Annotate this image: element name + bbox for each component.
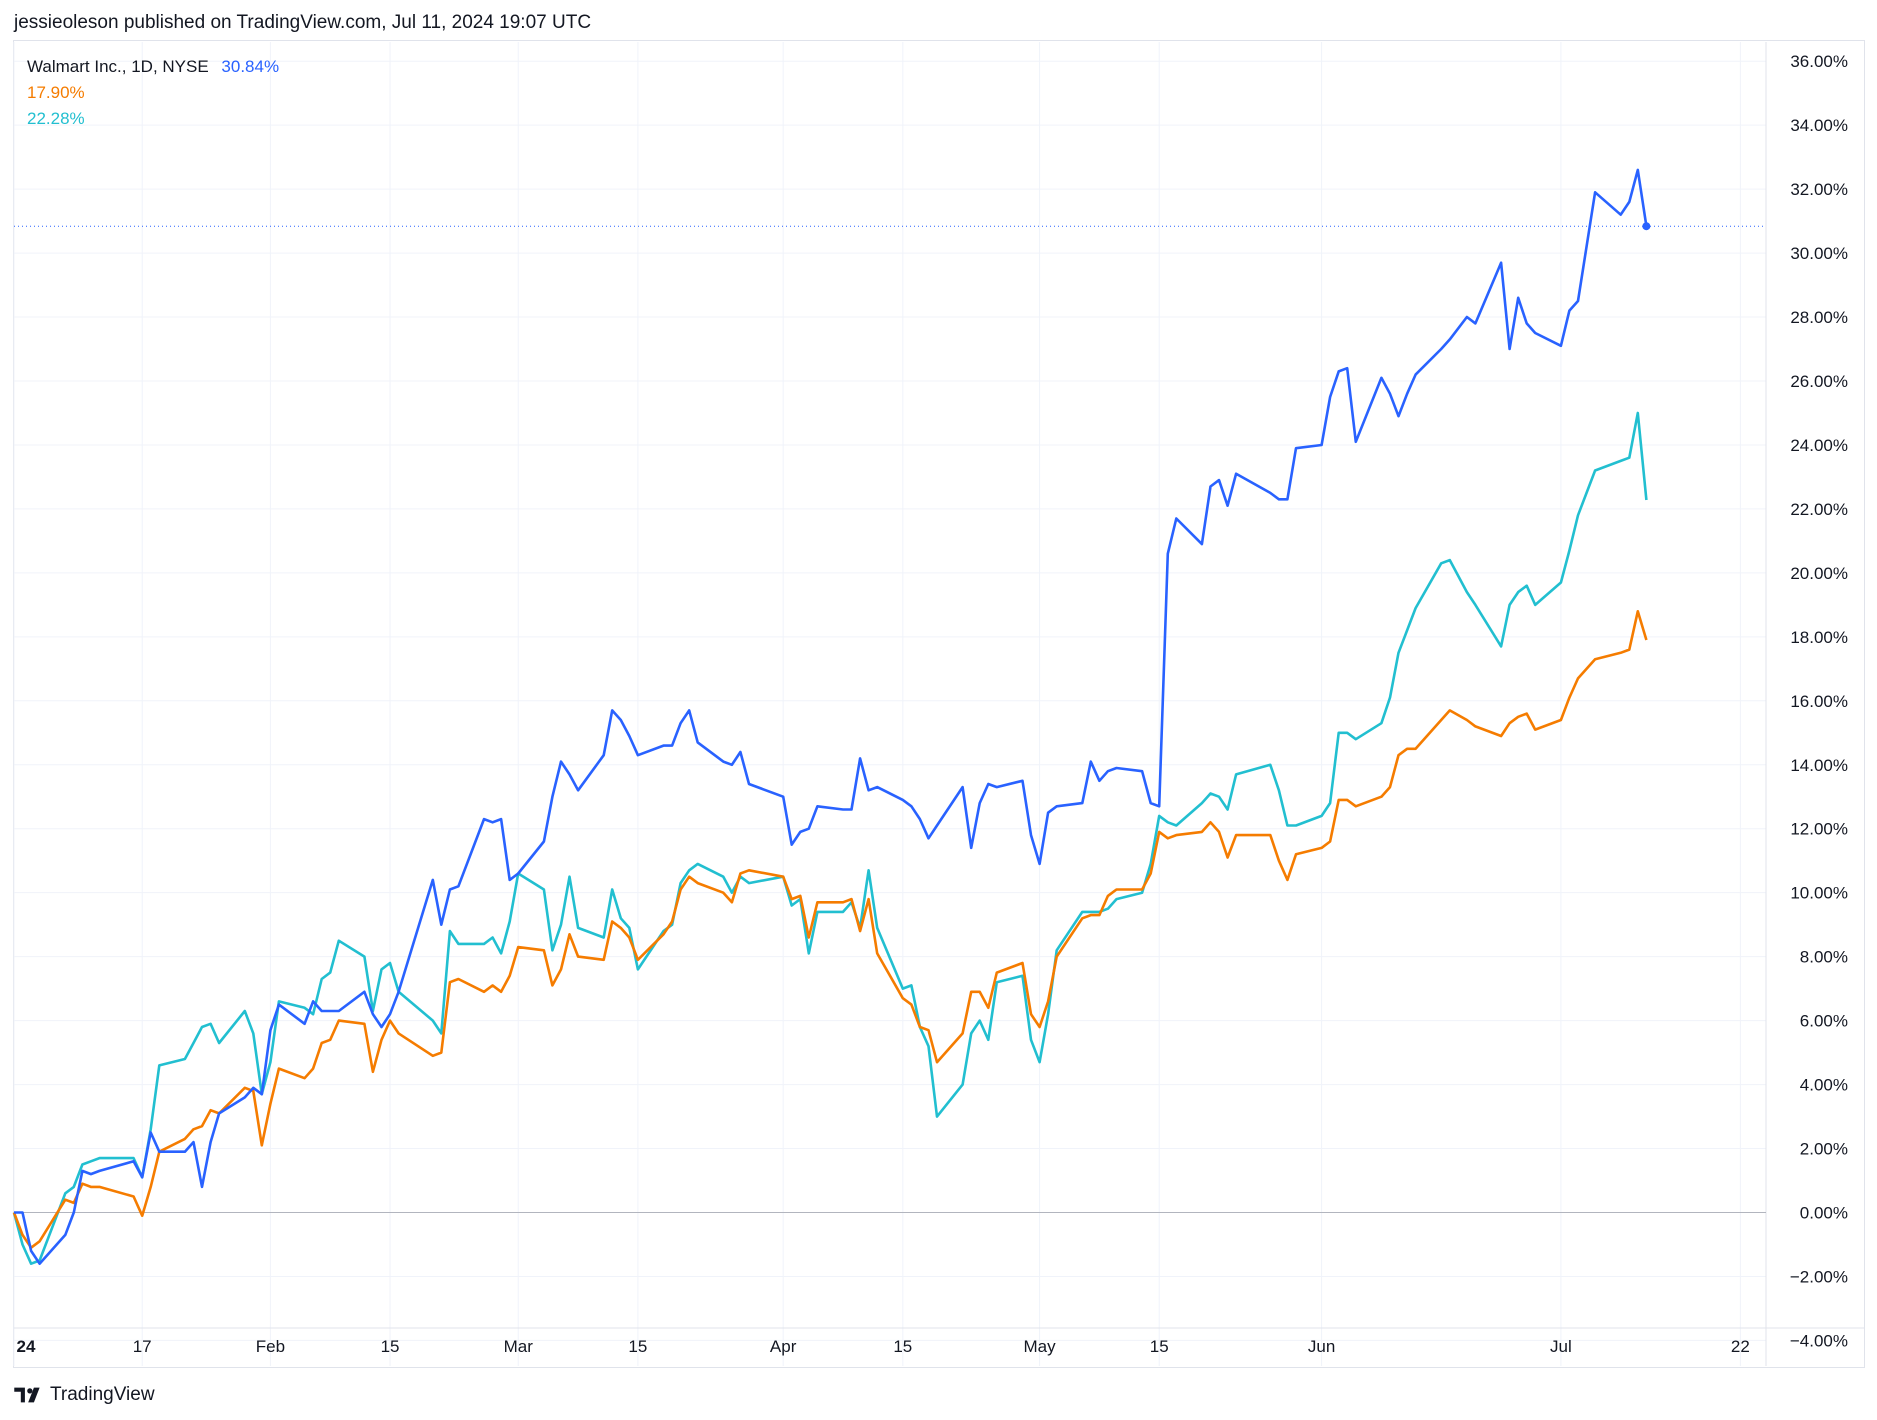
x-tick-label: Mar — [504, 1337, 534, 1356]
x-tick-label: 17 — [133, 1337, 152, 1356]
publisher-attribution: jessieoleson published on TradingView.co… — [14, 12, 592, 33]
y-tick-label: 30.00% — [1790, 244, 1848, 263]
y-tick-label: 36.00% — [1790, 52, 1848, 71]
legend: Walmart Inc., 1D, NYSE 30.84% 17.90% 22.… — [27, 54, 279, 132]
legend-value-walmart: 30.84% — [221, 57, 280, 76]
y-tick-label: 26.00% — [1790, 372, 1848, 391]
tradingview-logo-icon — [14, 1387, 40, 1403]
y-tick-label: 2.00% — [1800, 1140, 1848, 1159]
y-tick-label: 6.00% — [1800, 1012, 1848, 1031]
x-tick-label: 22 — [1731, 1337, 1750, 1356]
x-tick-label: Feb — [256, 1337, 285, 1356]
legend-row-teal[interactable]: 22.28% — [27, 106, 279, 132]
y-tick-label: 8.00% — [1800, 948, 1848, 967]
y-tick-label: −4.00% — [1790, 1331, 1848, 1350]
y-tick-label: 24.00% — [1790, 436, 1848, 455]
x-tick-label: Jul — [1550, 1337, 1572, 1356]
legend-row-orange[interactable]: 17.90% — [27, 80, 279, 106]
x-tick-label: 15 — [1150, 1337, 1169, 1356]
last-point-marker — [1642, 222, 1651, 231]
y-tick-label: 14.00% — [1790, 756, 1848, 775]
x-tick-label: May — [1023, 1337, 1056, 1356]
legend-value-teal: 22.28% — [27, 109, 85, 128]
x-tick-label: 15 — [628, 1337, 647, 1356]
y-tick-label: 34.00% — [1790, 116, 1848, 135]
y-tick-label: 0.00% — [1800, 1203, 1848, 1222]
y-tick-label: 12.00% — [1790, 820, 1848, 839]
legend-value-orange: 17.90% — [27, 83, 85, 102]
y-tick-label: 16.00% — [1790, 692, 1848, 711]
y-tick-label: 32.00% — [1790, 180, 1848, 199]
legend-row-walmart[interactable]: Walmart Inc., 1D, NYSE 30.84% — [27, 54, 279, 80]
tradingview-brand[interactable]: TradingView — [14, 1384, 155, 1406]
y-tick-label: 22.00% — [1790, 500, 1848, 519]
brand-label: TradingView — [50, 1384, 155, 1405]
y-tick-label: 28.00% — [1790, 308, 1848, 327]
y-tick-label: −2.00% — [1790, 1267, 1848, 1286]
series-line-1 — [12, 610, 1648, 1249]
legend-symbol: Walmart Inc., 1D, NYSE — [27, 57, 209, 76]
y-tick-label: 4.00% — [1800, 1076, 1848, 1095]
x-tick-label: 15 — [893, 1337, 912, 1356]
x-tick-label: 15 — [381, 1337, 400, 1356]
x-tick-label: Jun — [1308, 1337, 1335, 1356]
series-line-0 — [14, 168, 1648, 1265]
y-tick-label: 10.00% — [1790, 884, 1848, 903]
series-line-2 — [12, 411, 1648, 1265]
y-tick-label: 18.00% — [1790, 628, 1848, 647]
x-tick-label: 24 — [17, 1337, 36, 1356]
x-tick-label: Apr — [770, 1337, 797, 1356]
y-tick-label: 20.00% — [1790, 564, 1848, 583]
